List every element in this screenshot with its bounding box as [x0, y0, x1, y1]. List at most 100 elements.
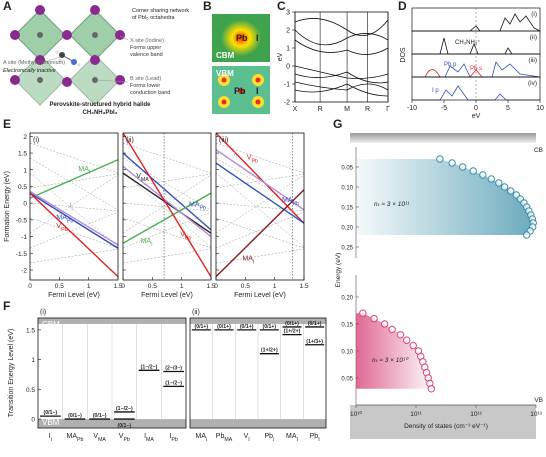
subpanel-label: (i)	[33, 137, 39, 144]
dos-area	[356, 159, 534, 235]
label-sub: I	[297, 437, 298, 443]
x-tick-label: 0	[28, 283, 32, 290]
annotation: nₜ ≈ 3 × 10¹¹	[374, 201, 410, 208]
label: VBM	[216, 69, 234, 78]
label-main: MA	[195, 433, 206, 440]
other-defect-line	[30, 157, 118, 211]
formation-line	[123, 152, 211, 231]
x-tick-label: VPb	[119, 433, 130, 443]
level-label: (1+/2+)	[261, 348, 278, 354]
other-defect-line	[30, 142, 118, 174]
formation-line	[30, 192, 118, 249]
cb-bar	[350, 133, 536, 143]
band-label: CBM	[42, 320, 60, 329]
y-axis-label: Transition Energy Level (eV)	[8, 329, 15, 417]
label-main: MA	[78, 166, 89, 173]
formation-line	[123, 172, 211, 234]
subpanel-label: (iii)	[219, 137, 228, 144]
other-defect-line	[30, 172, 118, 248]
trap-point	[388, 325, 396, 334]
label: CBM	[216, 51, 235, 60]
formation-line	[123, 165, 211, 238]
label-main: MA	[286, 433, 297, 440]
x-tick-label: IPb	[169, 433, 177, 443]
y-tick-label: 1.5	[18, 151, 27, 158]
label-sub: MA	[98, 437, 106, 443]
trap-point	[469, 167, 477, 175]
y-tick-label: 0	[286, 64, 290, 71]
panel-letter: G	[333, 117, 342, 131]
plot	[216, 133, 304, 280]
y-tick-label: 0.05	[341, 166, 353, 172]
line-label: VPb	[247, 155, 258, 165]
x-tick-label: 1.5	[299, 283, 308, 290]
label-main: MA	[242, 256, 253, 263]
y-tick-label: 0.15	[341, 206, 353, 212]
y-tick-label: -0.5	[16, 217, 28, 224]
x-tick-label: 0	[214, 283, 218, 290]
x-tick-label: PbI	[310, 433, 320, 443]
plot-frame	[29, 132, 119, 281]
label-main: Pb	[216, 433, 225, 440]
x-tick-label: 10¹³	[530, 411, 542, 418]
panel-letter: E	[3, 117, 11, 131]
label: I p	[432, 88, 439, 94]
level-label: (0/1−)	[117, 423, 131, 429]
other-defect-line	[123, 248, 211, 264]
row-label: (ii)	[530, 34, 537, 41]
line-label: VPb	[180, 231, 191, 241]
y-tick-label: -1	[21, 234, 27, 241]
x-axis-label: Fermi Level (eV)	[141, 292, 193, 299]
line-label: MAPb	[189, 202, 206, 212]
trap-point	[396, 331, 405, 339]
trap-point	[495, 179, 503, 187]
x-tick-label: VMA	[93, 433, 106, 443]
label-sub: Pb	[171, 437, 178, 443]
label: valence band	[130, 52, 163, 58]
x-tick-label: 10¹⁰	[350, 410, 362, 418]
label-main: I	[169, 433, 171, 440]
line-label: MAPb	[56, 215, 73, 225]
other-defect-line	[216, 248, 304, 264]
label: B site (Lead)	[130, 76, 161, 82]
x-tick-label: -5	[441, 105, 447, 112]
level-label: (0/1+)	[240, 324, 254, 330]
other-defect-line	[216, 172, 304, 248]
x-tick-label: 1.5	[206, 283, 215, 290]
subpanel-label: (ii)	[192, 309, 200, 316]
label: Electronically inactive	[3, 68, 56, 74]
other-defect-line	[123, 173, 211, 189]
label-sub: I	[318, 437, 319, 443]
trap-point	[523, 231, 531, 239]
x-tick-label: 0	[474, 105, 478, 112]
y-tick-label: 1	[286, 46, 290, 53]
x-tick-label: 5	[506, 105, 510, 112]
formation-line	[30, 192, 118, 278]
line-label: MAI	[242, 256, 254, 266]
x-tick-label: Γ	[386, 106, 390, 113]
trap-point	[507, 187, 515, 195]
label-sub: I	[89, 170, 90, 176]
y-axis-label: DOS	[400, 47, 407, 63]
y-axis-label: eV	[277, 52, 284, 61]
label-main: I	[163, 187, 165, 194]
other-defect-line	[123, 217, 211, 249]
label: of PbI₆ octahedra	[132, 15, 176, 21]
panel-letter: D	[398, 0, 407, 13]
dos-area	[356, 313, 432, 389]
y-tick-label: 1	[23, 167, 27, 174]
vbm-band	[38, 419, 186, 428]
level-label: (1−/2−)	[165, 380, 182, 386]
y-tick-label: 0.10	[341, 186, 353, 192]
label-sub: Pb	[67, 219, 74, 225]
label-main: MA	[282, 197, 293, 204]
y-tick-label: -2	[284, 100, 290, 107]
level-label: (0/1+)	[262, 324, 276, 330]
x-axis-label: Density of states (cm⁻³ eV⁻¹)	[404, 423, 488, 430]
row-label: (iii)	[528, 57, 537, 64]
label-sub: Pb	[251, 159, 258, 165]
subpanel-label: (ii)	[126, 137, 134, 144]
label-sub: Pb	[61, 227, 68, 233]
y-tick-label: 3	[286, 10, 290, 17]
